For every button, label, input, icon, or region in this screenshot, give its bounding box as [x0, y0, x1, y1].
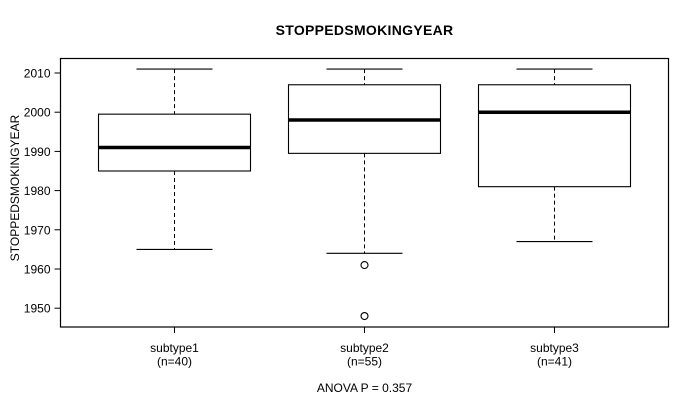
y-tick-label: 1960	[24, 262, 51, 276]
group-sublabel: (n=40)	[157, 355, 192, 369]
y-tick-label: 2000	[24, 106, 51, 120]
y-tick-label: 2010	[24, 67, 51, 81]
y-tick-label: 1990	[24, 145, 51, 159]
outlier-point	[360, 311, 369, 321]
chart-title: STOPPEDSMOKINGYEAR	[275, 22, 454, 38]
group-sublabel: (n=55)	[347, 355, 382, 369]
group-label: subtype2	[340, 341, 389, 355]
y-tick-label: 1980	[24, 184, 51, 198]
y-tick-label: 1950	[24, 302, 51, 316]
y-tick-label: 1970	[24, 223, 51, 237]
group-label: subtype1	[150, 341, 199, 355]
group-label: subtype3	[530, 341, 579, 355]
iqr-box	[97, 113, 252, 172]
outlier-point	[360, 261, 369, 270]
iqr-box	[477, 84, 632, 188]
anova-p-note: ANOVA P = 0.357	[316, 381, 413, 395]
group-sublabel: (n=41)	[537, 355, 572, 369]
